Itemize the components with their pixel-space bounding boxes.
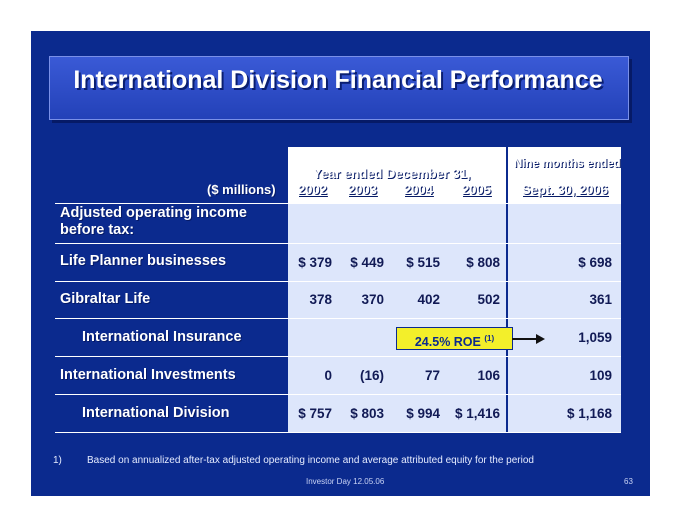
table-cell: $ 1,416 [454,406,500,421]
table-cell: $ 757 [298,406,332,421]
row-divider [55,356,621,357]
table-cell: 109 [589,368,612,383]
table-cell: 361 [589,292,612,307]
footer-event: Investor Day 12.05.06 [306,477,385,486]
arrow-right-icon [536,334,545,344]
title-banner [49,56,629,120]
row-label-international-investments: International Investments [60,367,236,383]
row-label-adjusted-operating-income: Adjusted operating income before tax: [60,205,247,238]
page-number: 63 [624,477,633,486]
table-cell: $ 379 [298,255,332,270]
header-box-years [288,147,506,204]
year-2003: 2003 [348,182,377,197]
table-cell: 370 [361,292,384,307]
year-2005: 2005 [462,182,491,197]
table-cell: $ 698 [578,255,612,270]
header-box-nine-months [508,147,621,204]
roe-text: 24.5% ROE [414,335,481,350]
slide-title: International Division Financial Perform… [73,66,603,94]
header-year-ended: Year ended December 31, [313,166,471,181]
table-cell: $ 803 [350,406,384,421]
row-label-international-division: International Division [82,405,230,421]
row-label-life-planner: Life Planner businesses [60,253,227,269]
header-sept-2006: Sept. 30, 2006 [522,182,608,197]
footnote-text: Based on annualized after-tax adjusted o… [87,455,534,466]
row-divider [55,281,621,282]
roe-arrow-line [512,338,538,340]
row-divider [55,394,621,395]
table-cell: 106 [477,368,500,383]
row-divider [55,243,621,244]
year-2004: 2004 [404,182,433,197]
table-cell: 77 [424,368,440,383]
table-cell: 378 [309,292,332,307]
table-cell: $ 808 [466,255,500,270]
table-cell: 402 [417,292,440,307]
roe-footnote-ref: (1) [484,334,495,343]
units-label: ($ millions) [207,182,276,197]
table-cell: (16) [359,368,384,383]
row-label-international-insurance: International Insurance [82,329,242,345]
table-cell: $ 1,168 [566,406,612,421]
header-nine-months: Nine months ended [514,158,621,170]
row-divider [55,432,621,433]
roe-callout: 24.5% ROE (1) [396,327,513,350]
row-divider [55,203,621,204]
row-label-gibraltar-life: Gibraltar Life [60,291,151,307]
table-cell: 0 [324,368,332,383]
row-divider [55,318,621,319]
table-cell: $ 994 [406,406,440,421]
table-cell: $ 449 [350,255,384,270]
table-cell: 1,059 [578,330,612,345]
table-cell: $ 515 [406,255,440,270]
year-2002: 2002 [298,182,327,197]
table-cell: 502 [477,292,500,307]
footnote-number: 1) [53,455,62,466]
